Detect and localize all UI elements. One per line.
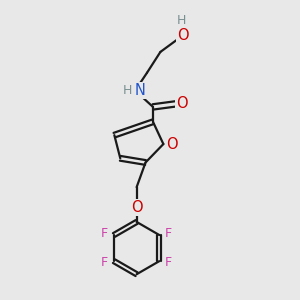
Text: F: F [101, 227, 108, 240]
Text: H: H [123, 84, 132, 97]
Text: O: O [177, 28, 188, 43]
Text: O: O [176, 96, 188, 111]
Text: N: N [135, 83, 146, 98]
Text: F: F [101, 256, 108, 269]
Text: F: F [165, 227, 172, 240]
Text: O: O [166, 136, 178, 152]
Text: O: O [131, 200, 142, 215]
Text: H: H [176, 14, 186, 27]
Text: F: F [165, 256, 172, 269]
